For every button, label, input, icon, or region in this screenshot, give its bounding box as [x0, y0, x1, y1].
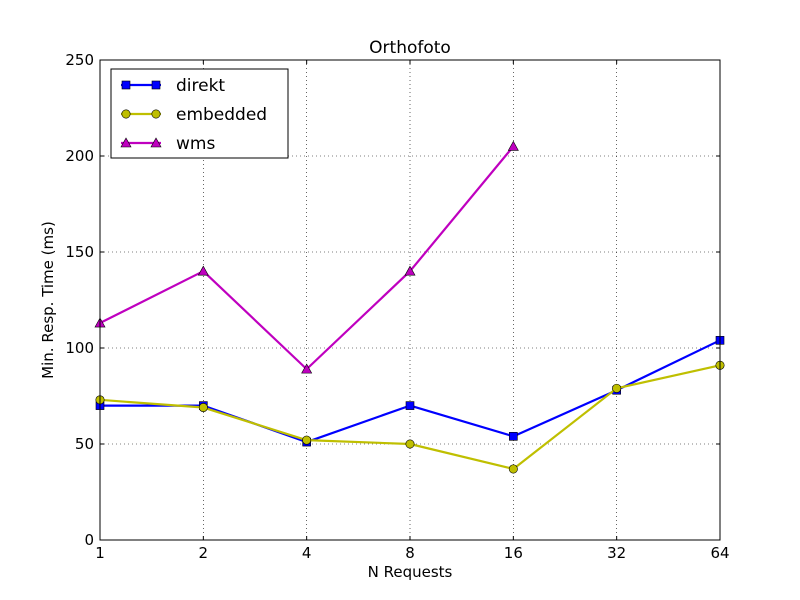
data-point-embedded	[612, 383, 622, 393]
x-tick-label: 2	[199, 544, 209, 562]
data-point-embedded	[198, 403, 208, 413]
data-point-wms	[507, 140, 519, 151]
legend-item-wms: wms	[120, 134, 215, 154]
data-point-wms	[197, 265, 209, 276]
legend-label: wms	[176, 134, 215, 154]
axis-ticks: 1 2 4 8 16 32 64 0 50 100 150 200 250	[65, 51, 729, 562]
legend-label: embedded	[176, 105, 267, 125]
legend-marker	[121, 109, 131, 119]
series-embedded	[95, 360, 725, 474]
y-tick-label: 250	[65, 51, 94, 69]
y-tick-label: 200	[65, 147, 94, 165]
legend-marker	[150, 137, 162, 148]
x-tick-label: 4	[302, 544, 312, 562]
chart-title: Orthofoto	[369, 38, 451, 58]
legend-marker	[121, 80, 131, 90]
y-axis-label: Min. Resp. Time (ms)	[39, 221, 57, 379]
data-point-direkt	[405, 401, 415, 410]
x-tick-label: 64	[710, 544, 729, 562]
data-point-embedded	[405, 439, 415, 449]
legend-item-direkt: direkt	[121, 76, 225, 96]
data-point-wms	[404, 265, 416, 276]
data-point-direkt	[509, 432, 518, 441]
legend-marker	[151, 109, 161, 119]
x-tick-label: 8	[405, 544, 415, 562]
data-point-embedded	[302, 435, 312, 445]
legend-item-embedded: embedded	[121, 105, 267, 125]
legend-label: direkt	[176, 76, 225, 96]
y-tick-label: 0	[84, 531, 94, 549]
legend: direkt embedded wms	[110, 68, 289, 159]
x-tick-label: 16	[504, 544, 523, 562]
x-axis-label: N Requests	[368, 563, 453, 581]
y-tick-label: 100	[65, 339, 94, 357]
data-point-wms	[301, 363, 313, 374]
legend-marker	[120, 137, 132, 148]
y-tick-label: 50	[75, 435, 94, 453]
x-tick-label: 32	[607, 544, 626, 562]
series-layer	[94, 140, 725, 474]
x-tick-label: 1	[95, 544, 105, 562]
y-tick-label: 150	[65, 243, 94, 261]
legend-marker	[151, 80, 161, 90]
data-point-embedded	[508, 464, 518, 474]
